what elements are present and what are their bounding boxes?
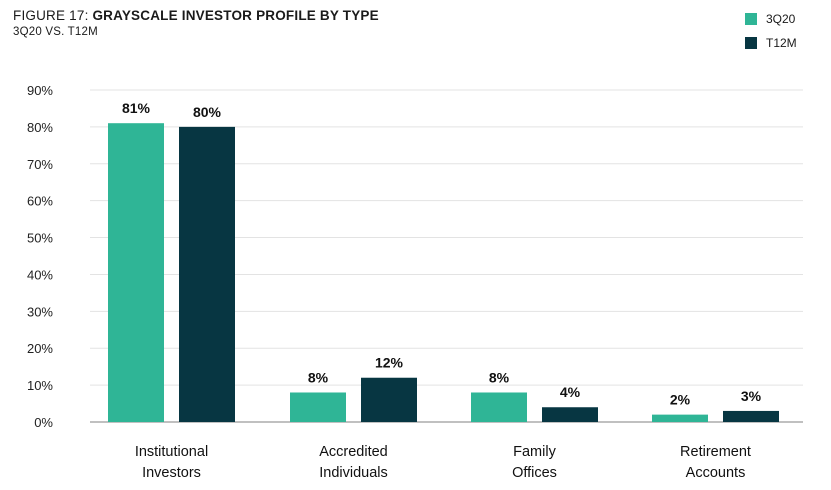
y-tick-label: 90% — [27, 83, 53, 98]
legend-swatch-t12m — [745, 37, 757, 49]
x-tick-label: Investors — [142, 465, 201, 481]
x-tick-label: Institutional — [135, 444, 208, 460]
x-tick-label: Offices — [512, 465, 557, 481]
y-tick-label: 80% — [27, 120, 53, 135]
bar — [108, 123, 164, 422]
data-label: 80% — [193, 104, 222, 120]
x-tick-label: Accounts — [686, 465, 746, 481]
legend-item-3q20: 3Q20 — [745, 10, 797, 28]
y-tick-label: 60% — [27, 194, 53, 209]
x-tick-label: Retirement — [680, 444, 751, 460]
data-label: 81% — [122, 100, 151, 116]
data-label: 12% — [375, 355, 404, 371]
y-tick-label: 0% — [34, 415, 53, 430]
bar — [471, 392, 527, 422]
bar — [723, 410, 779, 422]
legend-label-3q20: 3Q20 — [766, 12, 796, 26]
legend: 3Q20 T12M — [745, 10, 797, 58]
bar — [361, 377, 417, 422]
legend-item-t12m: T12M — [745, 34, 797, 52]
y-tick-label: 10% — [27, 378, 53, 393]
legend-label-t12m: T12M — [766, 36, 797, 50]
data-label: 2% — [670, 392, 691, 408]
data-label: 8% — [308, 369, 329, 385]
chart-title: FIGURE 17: GRAYSCALE INVESTOR PROFILE BY… — [13, 8, 379, 23]
x-tick-label: Family — [513, 444, 556, 460]
chart-title-text: GRAYSCALE INVESTOR PROFILE BY TYPE — [92, 8, 379, 23]
data-label: 3% — [741, 388, 762, 404]
data-label: 4% — [560, 384, 581, 400]
bar — [179, 126, 235, 422]
bar — [652, 414, 708, 422]
y-tick-label: 50% — [27, 231, 53, 246]
figure-label: FIGURE 17: — [13, 8, 89, 23]
legend-swatch-3q20 — [745, 13, 757, 25]
y-tick-label: 30% — [27, 304, 53, 319]
x-tick-label: Accredited — [319, 444, 388, 460]
chart-subtitle: 3Q20 VS. T12M — [13, 26, 98, 38]
x-tick-label: Individuals — [319, 465, 388, 481]
bar — [290, 392, 346, 422]
chart-header: FIGURE 17: GRAYSCALE INVESTOR PROFILE BY… — [13, 8, 379, 38]
y-tick-label: 20% — [27, 341, 53, 356]
y-tick-label: 40% — [27, 267, 53, 282]
data-label: 8% — [489, 369, 510, 385]
y-tick-label: 70% — [27, 157, 53, 172]
bar — [542, 407, 598, 422]
